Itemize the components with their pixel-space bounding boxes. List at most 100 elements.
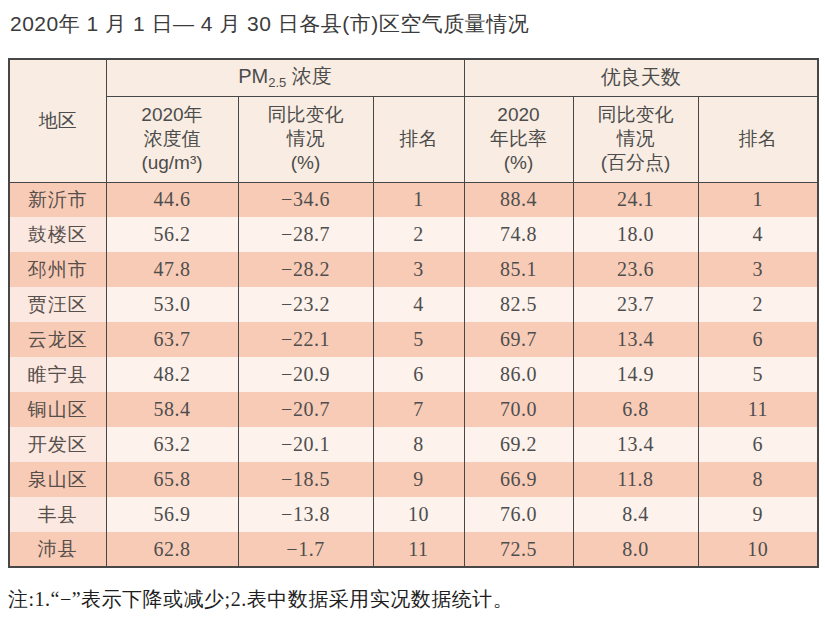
- table-header: 地区 PM2.5 浓度 优良天数 2020年 浓度值 (ug/m³) 同比变化 …: [9, 59, 818, 182]
- region-cell: 新沂市: [9, 182, 106, 217]
- pm-change-cell: −20.7: [238, 392, 373, 427]
- good-change-cell: 18.0: [573, 217, 698, 252]
- header-good-rank: 排名: [698, 96, 818, 182]
- table-row: 铜山区58.4−20.7770.06.811: [9, 392, 818, 427]
- good-rank-cell: 8: [698, 462, 818, 497]
- good-rate-cell: 85.1: [464, 252, 573, 287]
- pm-label-subscript: 2.5: [268, 75, 286, 90]
- pm-rank-cell: 9: [373, 462, 464, 497]
- good-rank-cell: 5: [698, 357, 818, 392]
- pm-value-cell: 63.2: [106, 427, 238, 462]
- good-change-cell: 23.6: [573, 252, 698, 287]
- good-rate-cell: 86.0: [464, 357, 573, 392]
- good-rank-cell: 1: [698, 182, 818, 217]
- header-good-change: 同比变化 情况 (百分点): [573, 96, 698, 182]
- header-good-change-label: 同比变化 情况 (百分点): [574, 103, 698, 174]
- good-rank-cell: 3: [698, 252, 818, 287]
- table-row: 邳州市47.8−28.2385.123.63: [9, 252, 818, 287]
- pm-change-cell: −20.9: [238, 357, 373, 392]
- pm-value-cell: 63.7: [106, 322, 238, 357]
- good-days-label: 优良天数: [601, 66, 681, 88]
- good-rank-cell: 4: [698, 217, 818, 252]
- header-good-rank-label: 排名: [739, 128, 777, 149]
- good-rank-cell: 6: [698, 427, 818, 462]
- table-row: 丰县56.9−13.81076.08.49: [9, 497, 818, 532]
- pm-rank-cell: 3: [373, 252, 464, 287]
- pm-change-cell: −28.2: [238, 252, 373, 287]
- region-cell: 铜山区: [9, 392, 106, 427]
- footnote: 注:1.“−”表示下降或减少;2.表中数据采用实况数据统计。: [8, 586, 513, 613]
- table-row: 睢宁县48.2−20.9686.014.95: [9, 357, 818, 392]
- good-rate-cell: 72.5: [464, 532, 573, 567]
- good-rate-cell: 88.4: [464, 182, 573, 217]
- good-change-cell: 8.4: [573, 497, 698, 532]
- pm-value-cell: 62.8: [106, 532, 238, 567]
- pm-value-cell: 58.4: [106, 392, 238, 427]
- pm-label-prefix: PM: [238, 65, 268, 87]
- pm-rank-cell: 1: [373, 182, 464, 217]
- pm-rank-cell: 10: [373, 497, 464, 532]
- good-rank-cell: 2: [698, 287, 818, 322]
- good-change-cell: 6.8: [573, 392, 698, 427]
- pm-change-cell: −20.1: [238, 427, 373, 462]
- table-row: 泉山区65.8−18.5966.911.88: [9, 462, 818, 497]
- good-rate-cell: 66.9: [464, 462, 573, 497]
- good-rank-cell: 6: [698, 322, 818, 357]
- table-body: 新沂市44.6−34.6188.424.11鼓楼区56.2−28.7274.81…: [9, 182, 818, 567]
- pm-change-cell: −34.6: [238, 182, 373, 217]
- region-cell: 贾汪区: [9, 287, 106, 322]
- region-cell: 泉山区: [9, 462, 106, 497]
- region-cell: 鼓楼区: [9, 217, 106, 252]
- header-pm-rank-label: 排名: [400, 128, 438, 149]
- good-rate-cell: 70.0: [464, 392, 573, 427]
- good-rate-cell: 74.8: [464, 217, 573, 252]
- pm-rank-cell: 7: [373, 392, 464, 427]
- pm-change-cell: −23.2: [238, 287, 373, 322]
- header-pm-value: 2020年 浓度值 (ug/m³): [106, 96, 238, 182]
- region-cell: 沛县: [9, 532, 106, 567]
- good-rate-cell: 69.7: [464, 322, 573, 357]
- pm-change-cell: −13.8: [238, 497, 373, 532]
- pm-label-suffix: 浓度: [286, 65, 332, 87]
- pm-value-cell: 56.9: [106, 497, 238, 532]
- pm-value-cell: 56.2: [106, 217, 238, 252]
- pm-value-cell: 65.8: [106, 462, 238, 497]
- header-pm-change: 同比变化 情况 (%): [238, 96, 373, 182]
- table-row: 新沂市44.6−34.6188.424.11: [9, 182, 818, 217]
- page-title: 2020年 1 月 1 日— 4 月 30 日各县(市)区空气质量情况: [10, 10, 529, 38]
- good-rate-cell: 82.5: [464, 287, 573, 322]
- header-pm-rank: 排名: [373, 96, 464, 182]
- pm-change-cell: −18.5: [238, 462, 373, 497]
- pm-value-cell: 47.8: [106, 252, 238, 287]
- table-row: 云龙区63.7−22.1569.713.46: [9, 322, 818, 357]
- air-quality-table: 地区 PM2.5 浓度 优良天数 2020年 浓度值 (ug/m³) 同比变化 …: [8, 58, 819, 568]
- good-change-cell: 24.1: [573, 182, 698, 217]
- table-row: 开发区63.2−20.1869.213.46: [9, 427, 818, 462]
- good-change-cell: 14.9: [573, 357, 698, 392]
- good-rate-cell: 76.0: [464, 497, 573, 532]
- pm-rank-cell: 8: [373, 427, 464, 462]
- header-region: 地区: [9, 59, 106, 182]
- region-cell: 邳州市: [9, 252, 106, 287]
- good-change-cell: 13.4: [573, 427, 698, 462]
- table-row: 沛县62.8−1.71172.58.010: [9, 532, 818, 567]
- header-pm-change-label: 同比变化 情况 (%): [239, 103, 373, 174]
- pm-rank-cell: 5: [373, 322, 464, 357]
- header-good-rate-label: 2020 年比率 (%): [465, 103, 573, 174]
- good-rank-cell: 9: [698, 497, 818, 532]
- header-good-days-section: 优良天数: [464, 59, 818, 96]
- pm-value-cell: 44.6: [106, 182, 238, 217]
- pm-change-cell: −1.7: [238, 532, 373, 567]
- pm-value-cell: 53.0: [106, 287, 238, 322]
- pm-rank-cell: 2: [373, 217, 464, 252]
- pm-value-cell: 48.2: [106, 357, 238, 392]
- pm-change-cell: −28.7: [238, 217, 373, 252]
- header-pm-section: PM2.5 浓度: [106, 59, 464, 96]
- region-cell: 开发区: [9, 427, 106, 462]
- good-change-cell: 11.8: [573, 462, 698, 497]
- good-rate-cell: 69.2: [464, 427, 573, 462]
- pm-rank-cell: 4: [373, 287, 464, 322]
- region-cell: 丰县: [9, 497, 106, 532]
- table-row: 贾汪区53.0−23.2482.523.72: [9, 287, 818, 322]
- table-row: 鼓楼区56.2−28.7274.818.04: [9, 217, 818, 252]
